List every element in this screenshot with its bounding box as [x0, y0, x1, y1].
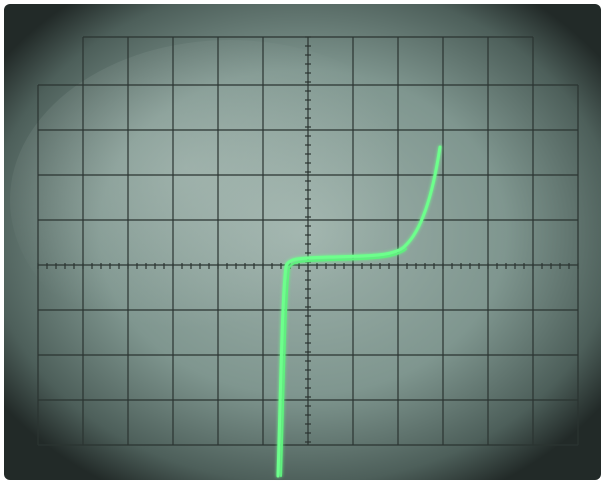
screen-reflection	[10, 40, 450, 360]
oscilloscope-photo	[0, 0, 605, 484]
page: (() => { const svg = document.getElement…	[0, 0, 605, 484]
